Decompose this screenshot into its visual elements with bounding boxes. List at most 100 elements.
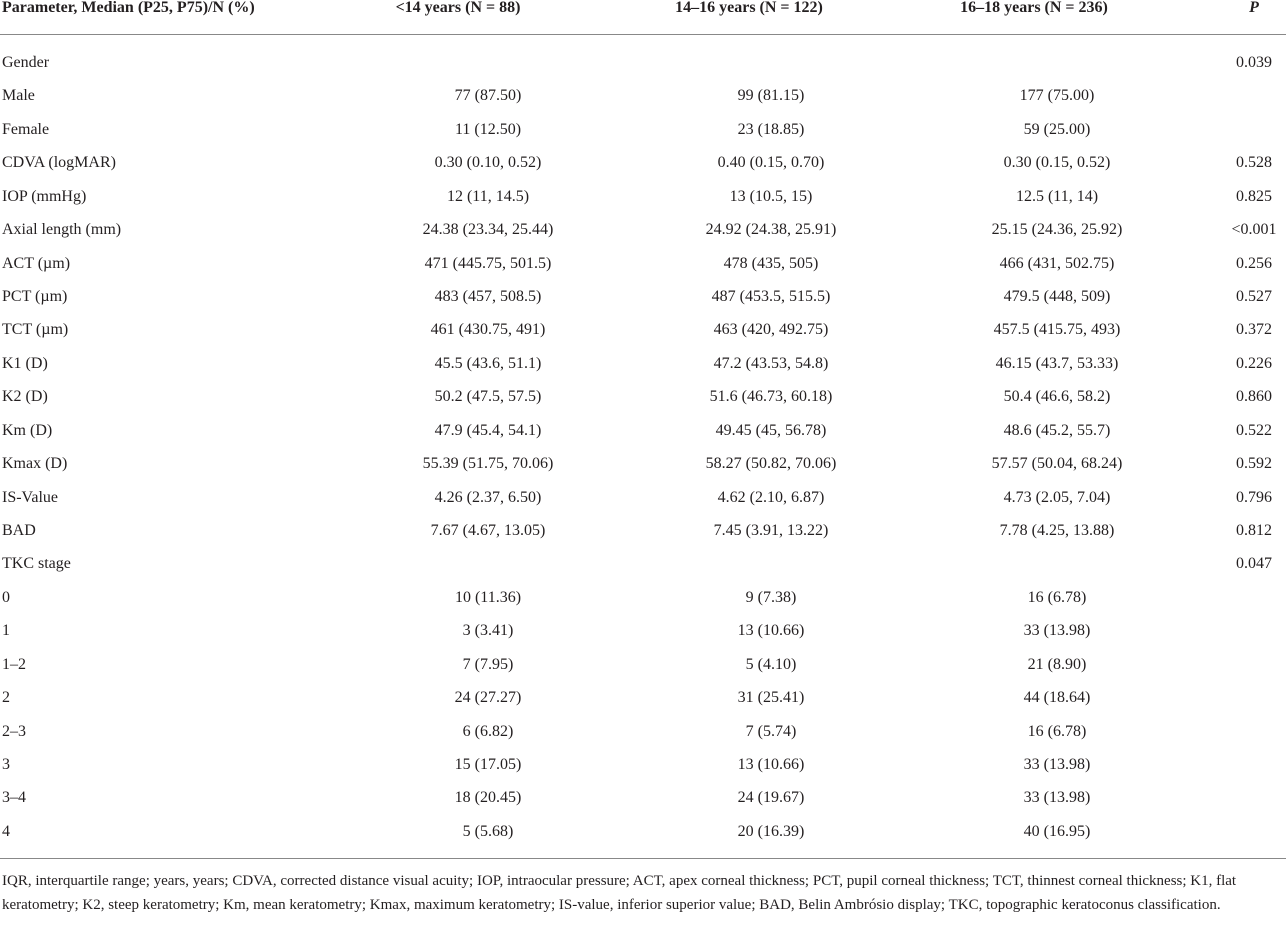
table-cell: 483 (457, 508.5) [434, 288, 542, 305]
header-rule [0, 34, 1286, 35]
table-cell: 5 (4.10) [745, 655, 797, 673]
row-label: Km (D) [2, 421, 53, 439]
table-cell: 50.2 (47.5, 57.5) [434, 388, 542, 406]
table-cell: 31 (25.41) [737, 689, 805, 707]
row-label: 4 [2, 822, 10, 840]
table-cell: 12 (11, 14.5) [446, 187, 530, 205]
row-label: Kmax (D) [2, 455, 68, 473]
table-cell: 18 (20.45) [454, 789, 522, 807]
table-cell: 33 (13.98) [1023, 756, 1091, 774]
table-cell: 7.67 (4.67, 13.05) [430, 522, 546, 540]
table-cell: 51.6 (46.73, 60.18) [709, 388, 833, 406]
table-cell: 59 (25.00) [1023, 120, 1091, 138]
table-cell: 7 (7.95) [462, 655, 514, 673]
table-cell: 463 (420, 492.75) [713, 321, 829, 339]
table-cell: 9 (7.38) [745, 588, 797, 606]
table-cell: 487 (453.5, 515.5) [711, 288, 831, 305]
table-cell: 50.4 (46.6, 58.2) [1003, 388, 1111, 406]
table-cell: 0.256 [1236, 254, 1272, 272]
table-cell: 24.92 (24.38, 25.91) [705, 221, 837, 239]
table-cell: 0.592 [1236, 455, 1272, 473]
table-cell: 13 (10.66) [737, 756, 805, 774]
table-cell: 47.2 (43.53, 54.8) [713, 354, 829, 372]
column-header: Parameter, Median (P25, P75)/N (%) [2, 0, 255, 16]
table-cell: 0.30 (0.15, 0.52) [1003, 154, 1111, 172]
table-cell: 58.27 (50.82, 70.06) [705, 455, 837, 473]
row-label: Axial length (mm) [2, 221, 122, 239]
table-cell: 6 (6.82) [462, 722, 514, 740]
footnote: IQR, interquartile range; years, years; … [2, 873, 1237, 913]
row-label: PCT (µm) [2, 288, 68, 305]
table-cell: 16 (6.78) [1027, 722, 1087, 740]
table-cell: 0.047 [1236, 555, 1272, 573]
table-cell: 479.5 (448, 509) [1003, 288, 1111, 305]
table-cell: 40 (16.95) [1023, 822, 1091, 840]
table-cell: 5 (5.68) [462, 822, 514, 840]
row-label: IS-Value [2, 488, 58, 506]
table-cell: 0.796 [1236, 488, 1272, 506]
table-cell: 20 (16.39) [737, 822, 805, 840]
row-label: 1 [2, 622, 10, 640]
table-cell: 21 (8.90) [1027, 655, 1087, 673]
table-cell: 0.860 [1236, 388, 1272, 406]
table-cell: 24 (19.67) [737, 789, 805, 807]
row-label: 1–2 [2, 655, 26, 673]
table-cell: 13 (10.66) [737, 622, 805, 640]
table-cell: 7 (5.74) [745, 722, 797, 740]
table-cell: 12.5 (11, 14) [1015, 187, 1099, 205]
table-cell: 0.825 [1236, 187, 1272, 205]
table-cell: 4.62 (2.10, 6.87) [717, 488, 825, 506]
bottom-rule [0, 858, 1286, 859]
table-cell: 33 (13.98) [1023, 789, 1091, 807]
table-cell: 24 (27.27) [454, 689, 522, 707]
table-cell: 0.372 [1236, 321, 1272, 339]
table-cell: 7.78 (4.25, 13.88) [999, 522, 1115, 540]
row-label: K2 (D) [2, 388, 48, 406]
table-cell: 46.15 (43.7, 53.33) [995, 354, 1119, 372]
row-label: K1 (D) [2, 354, 48, 372]
table-cell: 0.527 [1236, 288, 1272, 305]
table-cell: 77 (87.50) [454, 87, 522, 105]
table-cell: 23 (18.85) [737, 120, 805, 138]
table-cell: 48.6 (45.2, 55.7) [1003, 421, 1111, 439]
table-cell: 49.45 (45, 56.78) [715, 421, 827, 439]
table-cell: 24.38 (23.34, 25.44) [422, 221, 554, 239]
column-header: <14 years (N = 88) [395, 0, 521, 16]
table-cell: 11 (12.50) [454, 120, 522, 138]
table-cell: 177 (75.00) [1019, 87, 1095, 105]
table-cell: 13 (10.5, 15) [729, 187, 813, 205]
table-cell: 3 (3.41) [462, 622, 514, 640]
table-cell: 16 (6.78) [1027, 588, 1087, 606]
row-label: CDVA (logMAR) [2, 154, 116, 172]
table-cell: 15 (17.05) [454, 756, 522, 774]
table-cell: 45.5 (43.6, 51.1) [434, 354, 542, 372]
table-cell: 4.73 (2.05, 7.04) [1003, 488, 1111, 506]
row-label: 0 [2, 588, 10, 606]
table-cell: 7.45 (3.91, 13.22) [713, 522, 829, 540]
row-label: TKC stage [2, 555, 71, 573]
row-label: 3–4 [2, 789, 26, 807]
row-label: 3 [2, 756, 10, 774]
table-cell: 25.15 (24.36, 25.92) [991, 221, 1123, 239]
row-label: Female [2, 120, 50, 138]
table-cell: 10 (11.36) [454, 588, 522, 606]
table-cell: 466 (431, 502.75) [999, 254, 1115, 272]
row-label: Male [2, 87, 35, 105]
table-cell: 0.30 (0.10, 0.52) [434, 154, 542, 172]
table-cell: 33 (13.98) [1023, 622, 1091, 640]
table-cell: 0.40 (0.15, 0.70) [717, 154, 825, 172]
row-label: ACT (µm) [2, 254, 71, 272]
table-cell: 0.226 [1236, 354, 1272, 372]
table-cell: 4.26 (2.37, 6.50) [434, 488, 542, 506]
row-label: BAD [2, 522, 36, 540]
column-header: 16–18 years (N = 236) [960, 0, 1108, 16]
table-cell: 0.039 [1236, 54, 1272, 71]
row-label: Gender [2, 54, 50, 71]
table-cell: 99 (81.15) [737, 87, 805, 105]
table-cell: <0.001 [1231, 221, 1277, 239]
row-label: 2 [2, 689, 10, 707]
table-cell: 478 (435, 505) [723, 254, 819, 272]
table-cell: 55.39 (51.75, 70.06) [422, 455, 554, 473]
table-cell: 0.812 [1236, 522, 1272, 540]
